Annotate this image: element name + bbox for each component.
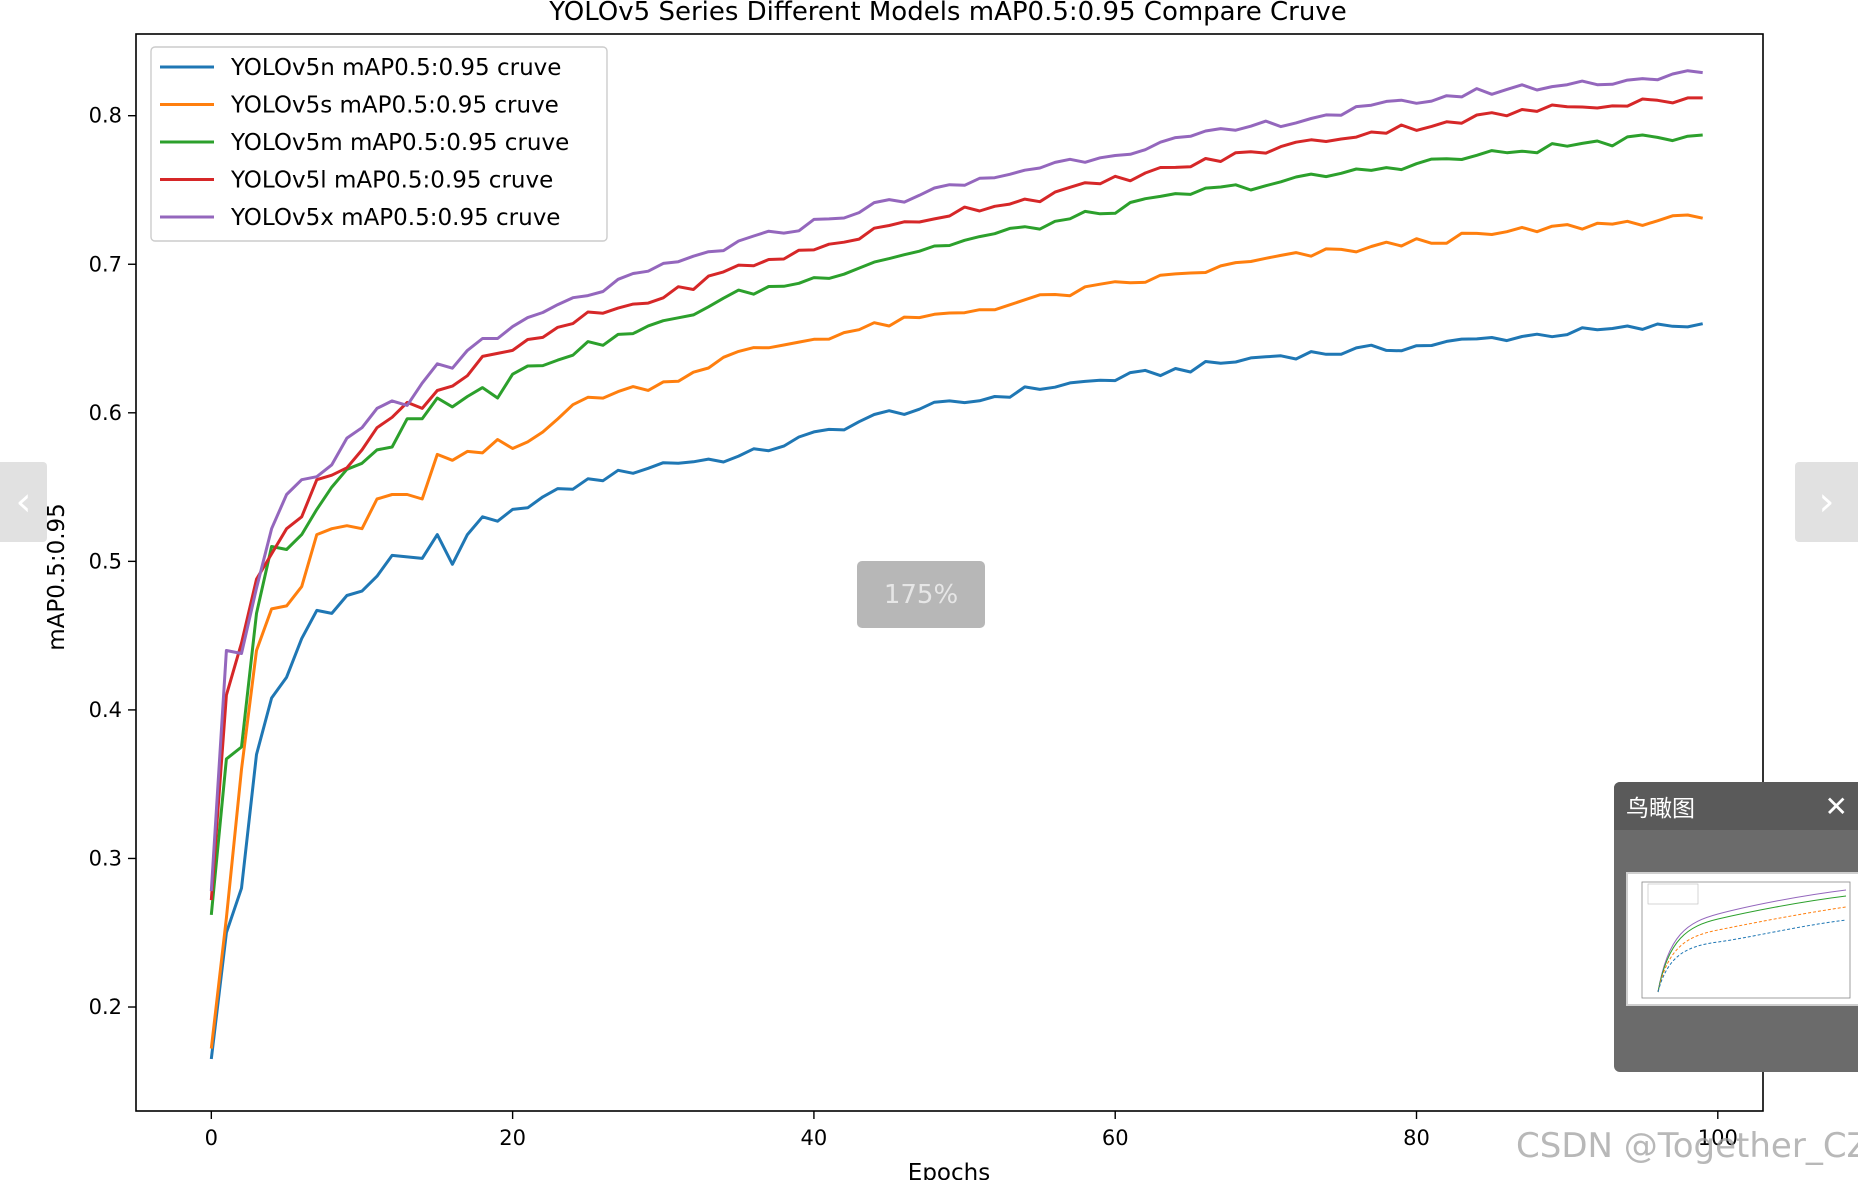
y-tick-label: 0.4 — [89, 698, 122, 722]
x-axis: 0 20 40 60 80 100 — [205, 1111, 1738, 1150]
x-tick-label: 20 — [499, 1126, 526, 1150]
prev-glyph: ‹ — [15, 479, 32, 525]
thumbnail-preview — [1641, 881, 1851, 999]
legend: YOLOv5n mAP0.5:0.95 cruve YOLOv5s mAP0.5:… — [150, 46, 608, 242]
x-tick-label: 0 — [205, 1126, 218, 1150]
zoom-level-badge: 175% — [857, 561, 985, 628]
y-tick-label: 0.3 — [89, 846, 122, 870]
series-line — [209, 133, 1703, 916]
chevron-left-icon[interactable]: ‹ — [0, 462, 47, 542]
plot-frame — [135, 33, 1764, 1112]
series-layer — [209, 69, 1704, 1060]
x-tick-label: 40 — [801, 1126, 828, 1150]
legend-box — [150, 46, 608, 242]
series-line — [209, 213, 1704, 1049]
y-tick-label: 0.7 — [89, 252, 122, 276]
birdseye-title: 鸟瞰图 — [1626, 796, 1695, 822]
y-tick-label: 0.8 — [89, 104, 122, 128]
birdseye-header: 鸟瞰图 ✕ — [1614, 782, 1858, 830]
series-line — [209, 322, 1704, 1060]
legend-entry: YOLOv5m mAP0.5:0.95 cruve — [230, 130, 569, 156]
birdseye-thumbnail[interactable] — [1626, 872, 1858, 1006]
series-line — [209, 69, 1703, 892]
y-tick-label: 0.5 — [89, 549, 122, 573]
series-line — [209, 96, 1703, 901]
x-axis-title: Epochs — [908, 1160, 990, 1180]
watermark: CSDN @Together_CZ — [1516, 1126, 1858, 1166]
y-tick-label: 0.6 — [89, 401, 122, 425]
legend-entry: YOLOv5x mAP0.5:0.95 cruve — [230, 205, 560, 231]
next-glyph: › — [1818, 479, 1835, 525]
birdseye-panel[interactable]: 鸟瞰图 ✕ — [1614, 782, 1858, 1072]
x-tick-label: 80 — [1403, 1126, 1430, 1150]
legend-entry: YOLOv5l mAP0.5:0.95 cruve — [230, 168, 553, 194]
y-tick-label: 0.2 — [89, 995, 122, 1019]
legend-entry: YOLOv5n mAP0.5:0.95 cruve — [230, 55, 561, 81]
x-tick-label: 60 — [1102, 1126, 1129, 1150]
chart-title: YOLOv5 Series Different Models mAP0.5:0.… — [548, 0, 1346, 27]
y-axis: 0.2 0.3 0.4 0.5 0.6 0.7 0.8 — [89, 104, 136, 1019]
x-tick-label: 100 — [1698, 1126, 1738, 1150]
y-axis-title: mAP0.5:0.95 — [44, 503, 70, 651]
chevron-right-icon[interactable]: › — [1795, 462, 1858, 542]
close-icon[interactable]: ✕ — [1824, 789, 1848, 823]
legend-entry: YOLOv5s mAP0.5:0.95 cruve — [230, 93, 559, 119]
